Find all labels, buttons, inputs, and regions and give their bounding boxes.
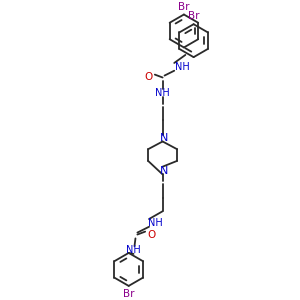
Text: O: O: [147, 230, 155, 239]
Text: NH: NH: [175, 62, 190, 72]
Text: NH: NH: [155, 88, 170, 98]
Text: Br: Br: [178, 2, 190, 12]
Text: Br: Br: [188, 11, 200, 21]
Text: N: N: [159, 133, 168, 142]
Text: NH: NH: [148, 218, 163, 228]
Text: N: N: [159, 166, 168, 176]
Text: NH: NH: [126, 245, 141, 255]
Text: Br: Br: [123, 289, 134, 299]
Text: O: O: [145, 71, 153, 82]
